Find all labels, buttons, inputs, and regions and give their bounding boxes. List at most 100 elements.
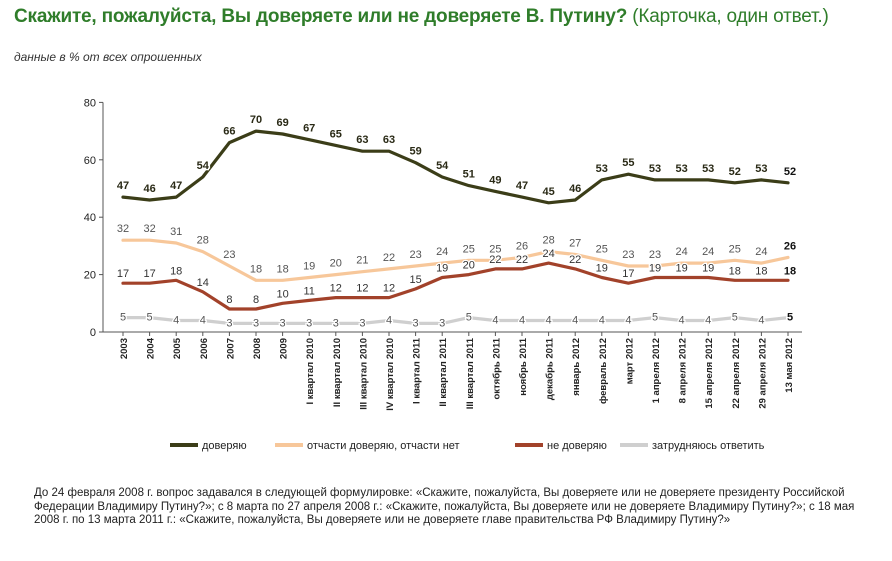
data-label: 4 [200,315,206,327]
data-label: 23 [409,249,421,261]
x-tick-label: декабрь 2011 [545,337,556,400]
data-label: 3 [333,317,339,329]
y-tick-label: 0 [90,327,96,339]
y-tick-label: 20 [84,270,96,282]
data-label: 53 [596,163,608,175]
trust-line-chart: 0 20 40 60 80 2003 2004 2005 2006 2007 2008 2009 I к… [84,97,802,452]
data-label: 53 [649,163,661,175]
data-label: 24 [542,248,554,260]
data-label: 5 [732,312,738,324]
x-tick-label: 2007 [225,338,236,359]
data-label: 20 [463,260,475,272]
x-tick-label: 22 апреля 2012 [731,338,742,409]
data-label: 53 [675,163,687,175]
data-label: 24 [702,246,714,258]
data-label: 54 [436,160,449,172]
x-tick-label: 13 мая 2012 [784,338,795,393]
data-label: 8 [253,294,259,306]
data-label: 47 [170,180,182,192]
data-label: 54 [197,160,210,172]
series-line-1 [121,238,790,282]
x-tick-label: 29 апреля 2012 [757,338,768,409]
data-label: 24 [436,246,448,258]
x-tick-label: февраль 2012 [598,338,609,404]
data-label: 18 [250,263,262,275]
legend-label-2: не доверяю [547,440,607,452]
x-tick-label: 2006 [199,338,210,359]
data-label: 53 [755,163,767,175]
x-tick-label: I квартал 2010 [305,338,316,404]
y-tick-label: 80 [84,97,96,109]
data-label: 47 [516,180,528,192]
data-label: 4 [625,315,631,327]
legend-label-0: доверяю [202,440,247,452]
data-label: 5 [147,312,153,324]
data-label: 67 [303,123,315,135]
data-label: 4 [492,315,498,327]
data-label: 24 [755,246,767,258]
x-tick-label: 15 апреля 2012 [704,338,715,409]
x-tick-label: II квартал 2010 [332,338,343,407]
x-tick-label: ноябрь 2011 [518,337,529,395]
data-label: 31 [170,226,182,238]
series-line-0 [121,129,790,205]
x-tick-label: октябрь 2011 [491,337,502,399]
data-label: 12 [356,283,368,295]
data-label: 20 [330,258,342,270]
data-label: 63 [383,134,395,146]
data-label: 27 [569,238,581,250]
data-label: 19 [649,262,661,274]
data-label: 18 [784,265,796,277]
data-label: 3 [413,317,419,329]
chart-title: Скажите, пожалуйста, Вы доверяете или не… [14,6,829,28]
data-label: 15 [409,274,421,286]
y-tick-label: 40 [84,212,96,224]
data-label: 5 [652,312,658,324]
data-label: 17 [143,268,155,280]
legend-label-3: затрудняюсь ответить [652,440,765,452]
data-label: 14 [197,277,209,289]
x-tick-label: 2009 [279,338,290,359]
data-label: 4 [519,315,525,327]
data-label: 4 [599,315,605,327]
data-label: 22 [489,254,501,266]
x-tick-label: 2003 [119,338,130,359]
data-label: 65 [330,128,342,140]
data-label: 4 [173,315,179,327]
data-label: 12 [330,283,342,295]
data-label: 4 [705,315,711,327]
data-label: 22 [516,254,528,266]
data-label: 59 [409,146,421,158]
data-label: 18 [276,263,288,275]
x-tick-label: 2008 [252,338,263,359]
data-label: 4 [572,315,578,327]
data-label: 19 [596,262,608,274]
data-label: 18 [755,265,767,277]
x-tick-label: IV квартал 2010 [385,338,396,411]
data-label: 51 [463,169,475,181]
data-label: 4 [679,315,685,327]
data-label: 3 [253,317,259,329]
data-label: 17 [622,268,634,280]
data-label: 19 [436,262,448,274]
chart-title-text: Скажите, пожалуйста, Вы доверяете или не… [14,6,628,27]
data-label: 4 [386,315,392,327]
data-label: 23 [622,249,634,261]
x-tick-label: 1 апреля 2012 [651,338,662,403]
x-tick-label: 2004 [146,337,157,359]
data-label: 4 [758,315,764,327]
data-label: 4 [546,315,552,327]
x-tick-label: январь 2012 [571,338,582,396]
data-label: 45 [542,186,554,198]
data-label: 3 [226,317,232,329]
x-tick-label: 8 апреля 2012 [678,338,689,403]
data-label: 8 [226,294,232,306]
data-label: 47 [117,180,129,192]
data-label: 24 [675,246,687,258]
data-label: 22 [569,254,581,266]
chart-title-note: (Карточка, один ответ.) [632,6,829,27]
data-label: 32 [117,223,129,235]
x-tick-label: II квартал 2011 [438,337,449,406]
data-label: 19 [303,260,315,272]
x-tick-label: III квартал 2011 [465,337,476,409]
